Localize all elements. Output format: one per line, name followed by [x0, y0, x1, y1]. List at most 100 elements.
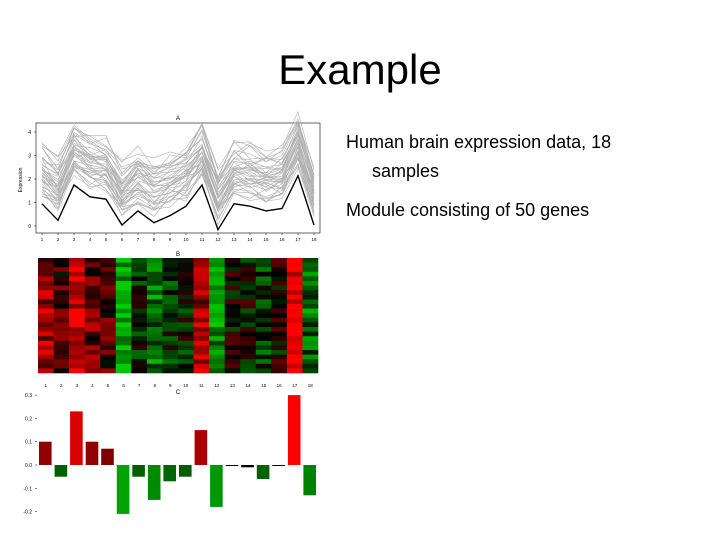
heatmap-cell: [209, 308, 225, 314]
heatmap-cell: [100, 359, 117, 365]
bar-sample-15: [256, 465, 270, 479]
heatmap-cell: [193, 308, 210, 314]
heatmap-cell: [100, 331, 117, 337]
heatmap-cell: [131, 359, 148, 365]
heatmap-cell: [224, 368, 241, 374]
heatmap-cell: [224, 294, 241, 300]
heatmap-cell: [302, 267, 319, 273]
heatmap-cell: [38, 299, 54, 305]
heatmap-cell: [271, 308, 288, 314]
heatmap-cell: [271, 345, 288, 351]
heatmap-cell: [115, 267, 132, 273]
heatmap-cell: [193, 354, 210, 360]
heatmap-cell: [162, 304, 179, 309]
heatmap-cell: [38, 285, 54, 291]
heatmap-cell: [271, 368, 288, 374]
heatmap-cell: [240, 281, 257, 286]
panel-a-xtick-label: 5: [105, 237, 108, 242]
heatmap-cell: [162, 290, 179, 296]
heatmap-cell: [131, 354, 148, 360]
heatmap-cell: [84, 290, 101, 296]
bullet-item-dataset: Human brain expression data, 18 samples: [346, 128, 686, 186]
heatmap-cell: [224, 271, 241, 277]
heatmap-cell: [178, 313, 194, 319]
heatmap-cell: [100, 276, 117, 282]
gene-expression-line: [41, 120, 315, 180]
gene-expression-line: [41, 156, 315, 207]
heatmap-cell: [100, 285, 117, 291]
heatmap-cell: [162, 281, 179, 286]
heatmap-cell: [193, 336, 210, 342]
heatmap-cell: [209, 276, 225, 282]
heatmap-cell: [209, 313, 225, 319]
heatmap-cell: [162, 327, 179, 332]
heatmap-cell: [100, 368, 117, 374]
heatmap-cell: [178, 354, 194, 360]
heatmap-cell: [178, 368, 194, 374]
heatmap-cell: [115, 299, 132, 305]
heatmap-cell: [69, 350, 85, 355]
heatmap-cell: [209, 271, 225, 277]
heatmap-cell: [178, 276, 194, 282]
heatmap-cell: [302, 308, 319, 314]
heatmap-cell: [209, 290, 225, 296]
heatmap-cell: [271, 331, 288, 337]
heatmap-cell: [38, 317, 54, 323]
heatmap-cell: [115, 317, 132, 323]
gene-expression-line: [41, 118, 315, 184]
heatmap-cell: [69, 262, 85, 268]
heatmap-cell: [302, 368, 319, 374]
heatmap-cell: [302, 271, 319, 277]
heatmap-cell: [255, 271, 272, 277]
panel-a-xtick-label: 6: [121, 237, 124, 242]
heatmap-cell: [271, 271, 288, 277]
heatmap-cell: [271, 317, 288, 323]
heatmap-cell: [131, 331, 148, 337]
heatmap-cell: [193, 340, 210, 346]
heatmap-cell: [271, 262, 288, 268]
heatmap-cell: [255, 299, 272, 305]
heatmap-cell: [100, 294, 117, 300]
heatmap-cell: [162, 317, 179, 323]
heatmap-cell: [38, 308, 54, 314]
heatmap-cell: [38, 276, 54, 282]
heatmap-cell: [224, 327, 241, 332]
heatmap-cell: [271, 290, 288, 296]
heatmap-cell: [224, 262, 241, 268]
heatmap-cell: [302, 359, 319, 365]
heatmap-cell: [209, 336, 225, 342]
heatmap-cell: [84, 313, 101, 319]
heatmap-cell: [84, 345, 101, 351]
heatmap-cell: [162, 359, 179, 365]
heatmap-cell: [131, 290, 148, 296]
heatmap-cell: [178, 327, 194, 332]
panel-b-xtick-label: 7: [138, 383, 141, 388]
panel-a-xtick-label: 13: [231, 237, 237, 242]
heatmap-cell: [53, 340, 70, 346]
heatmap-cell: [302, 276, 319, 282]
panel-c-ytick-label: -0.2: [23, 510, 32, 516]
heatmap-cell: [69, 322, 85, 328]
heatmap-cell: [178, 340, 194, 346]
heatmap-cell: [53, 336, 70, 342]
panel-b-xtick-label: 16: [277, 383, 283, 388]
panel-a-label: A: [176, 116, 180, 122]
bar-sample-14: [241, 465, 254, 468]
heatmap-cell: [286, 331, 303, 337]
heatmap-cell: [146, 354, 163, 360]
heatmap-cell: [255, 313, 272, 319]
bar-sample-18: [303, 465, 316, 496]
heatmap-cell: [162, 368, 179, 374]
heatmap-cell: [38, 336, 54, 342]
heatmap-cell: [84, 317, 101, 323]
heatmap-cell: [178, 359, 194, 365]
heatmap-cell: [178, 262, 194, 268]
heatmap-cell: [209, 345, 225, 351]
heatmap-cell: [178, 317, 194, 323]
heatmap-cell: [146, 340, 163, 346]
gene-expression-line: [41, 145, 315, 209]
heatmap-cell: [69, 336, 85, 342]
gene-expression-line: [41, 125, 315, 185]
panel-b-xtick-label: 14: [245, 383, 251, 388]
heatmap-cell: [255, 258, 272, 263]
